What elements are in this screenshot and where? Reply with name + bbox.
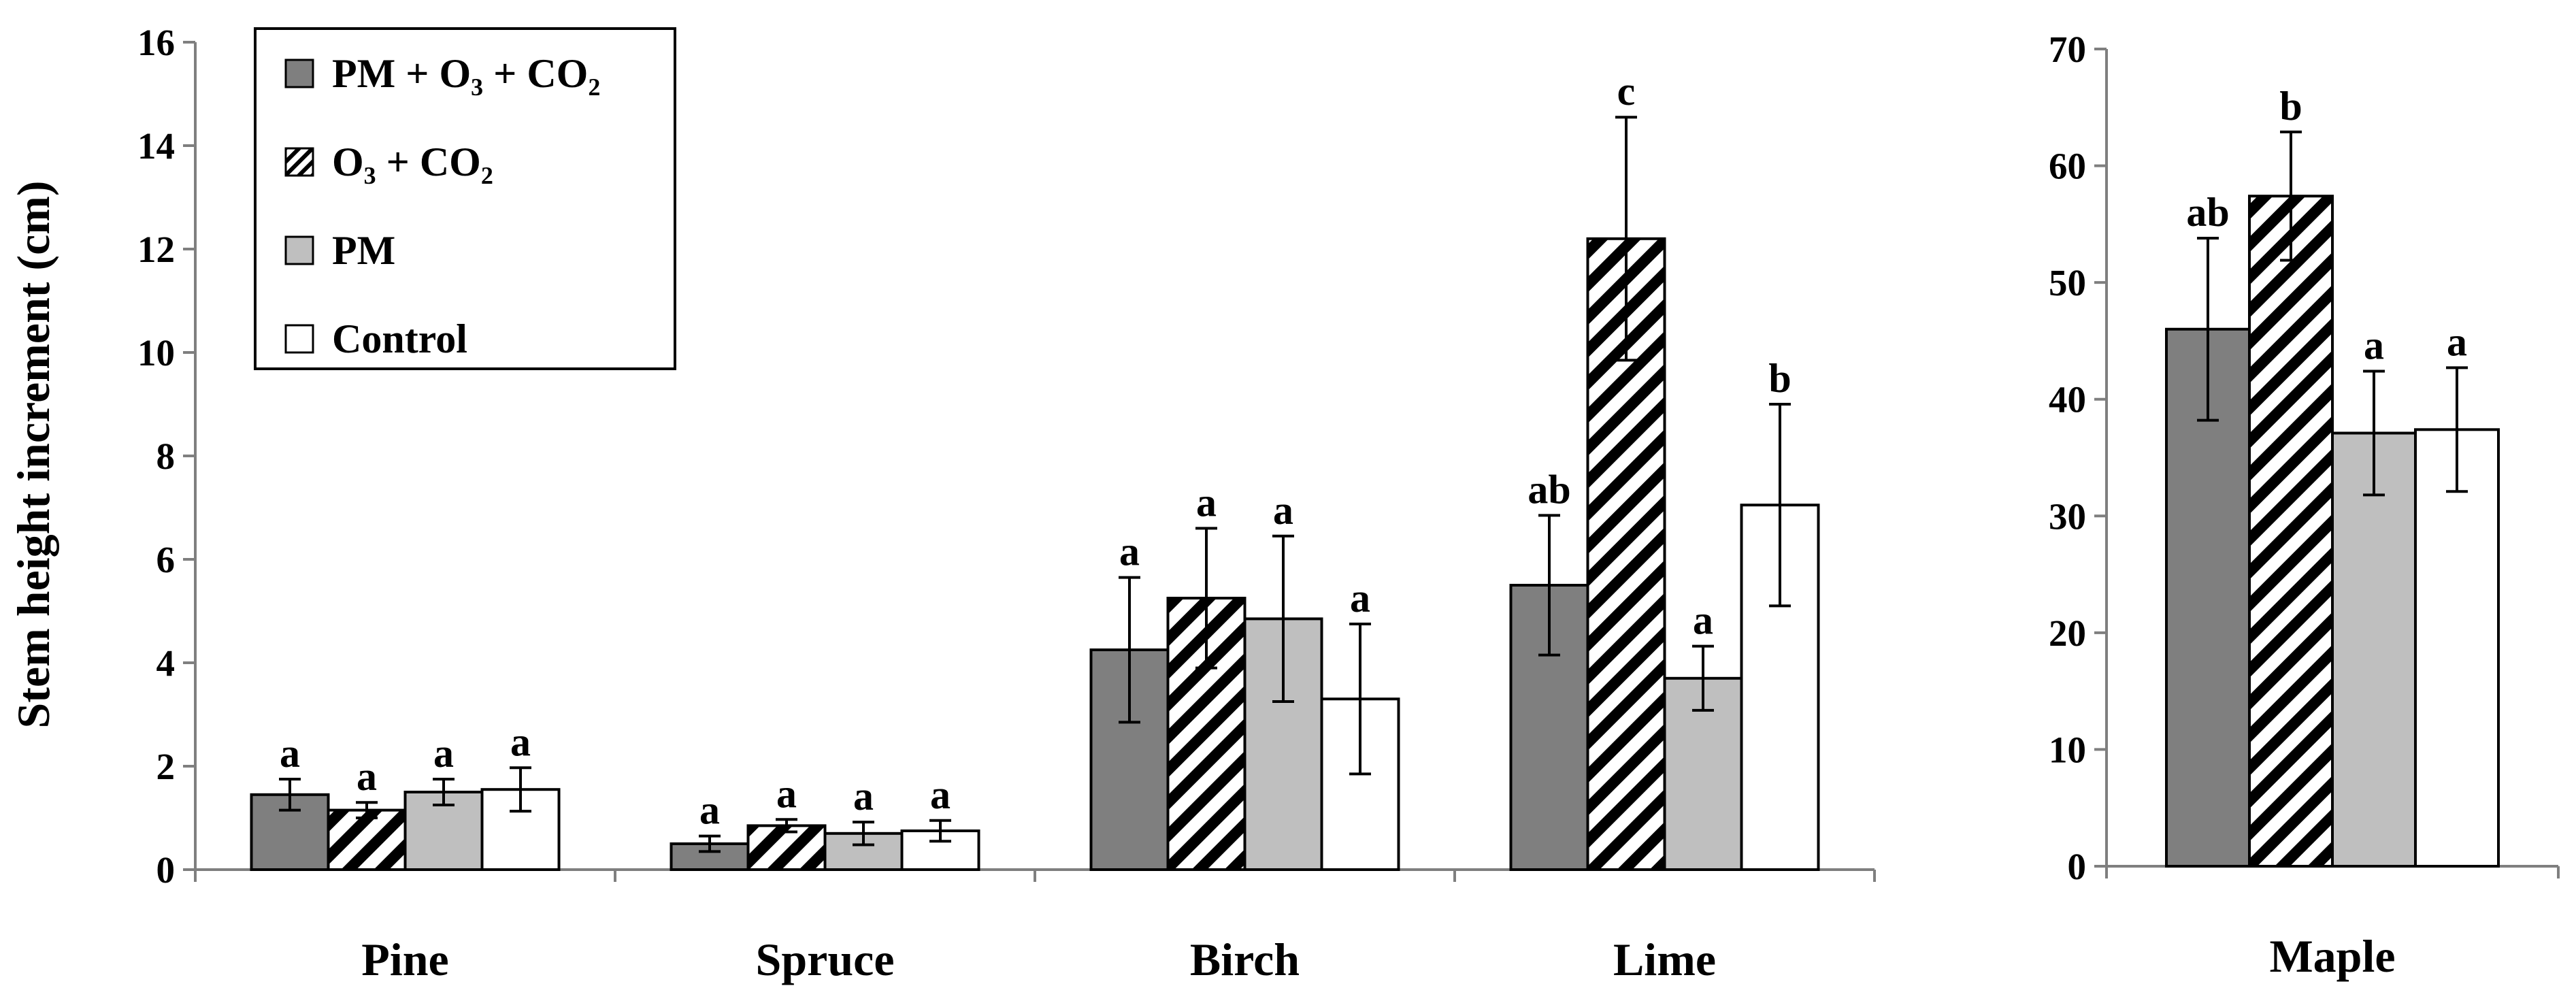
category-label: Maple	[2269, 930, 2395, 982]
y-tick-label: 2	[156, 746, 176, 787]
legend-label-control: Control	[332, 316, 467, 361]
significance-letter: a	[699, 788, 720, 833]
category-label: Lime	[1613, 934, 1716, 985]
y-tick-label: 40	[2049, 379, 2086, 421]
legend-swatch-pm-o3-co2	[284, 59, 314, 88]
bar	[2414, 428, 2500, 868]
y-tick-label: 10	[137, 332, 175, 374]
y-tick-label: 14	[137, 125, 175, 167]
bar	[2248, 195, 2334, 868]
significance-letter: a	[433, 731, 454, 776]
legend-label-pm: PM	[332, 228, 395, 273]
y-tick-label: 16	[137, 22, 175, 63]
legend-frame	[254, 27, 676, 370]
significance-letter: a	[1350, 576, 1370, 621]
y-tick-label: 8	[156, 435, 176, 477]
significance-letter: a	[1119, 529, 1140, 574]
significance-letter: a	[853, 774, 874, 819]
significance-letter: ab	[1528, 467, 1570, 512]
legend: PM + O₃ + CO₂ O₃ + CO₂ PM Control	[254, 27, 676, 370]
category-label: Spruce	[756, 934, 895, 985]
significance-letter: a	[776, 771, 797, 816]
y-tick-label: 50	[2049, 262, 2086, 303]
legend-swatch-control	[284, 324, 314, 354]
y-tick-label: 0	[2068, 846, 2087, 887]
significance-letter: ab	[2186, 190, 2229, 235]
y-tick-label: 0	[156, 849, 176, 891]
significance-letter: a	[930, 772, 951, 817]
category-label: Birch	[1190, 934, 1300, 985]
y-tick-label: 60	[2049, 146, 2086, 187]
legend-swatch-pm	[284, 235, 314, 265]
bar	[327, 808, 407, 871]
bar	[2331, 431, 2417, 868]
y-tick-label: 70	[2049, 29, 2086, 70]
significance-letter: b	[2279, 84, 2302, 129]
y-tick-label: 12	[137, 229, 175, 270]
significance-letter: a	[2364, 323, 2384, 368]
y-tick-label: 6	[156, 539, 176, 580]
legend-label-o3-co2: O₃ + CO₂	[332, 139, 493, 184]
y-tick-label: 10	[2049, 729, 2086, 770]
significance-letter: a	[510, 719, 531, 764]
significance-letter: a	[1273, 488, 1293, 533]
maple-plot: 0 10 20 30 40 50 60 70 ab b a a Maple	[2049, 29, 2560, 982]
significance-letter: a	[280, 731, 300, 776]
y-axis-title: Stem height increment (cm)	[7, 180, 59, 728]
significance-letter: a	[357, 754, 377, 799]
significance-letter: a	[1693, 598, 1713, 643]
significance-letter: b	[1768, 356, 1791, 401]
significance-letter: c	[1617, 69, 1636, 114]
y-tick-label: 4	[156, 642, 176, 684]
category-label: Pine	[361, 934, 448, 985]
significance-letter: a	[2447, 319, 2467, 364]
y-tick-label: 20	[2049, 612, 2086, 654]
legend-swatch-o3-co2	[284, 147, 314, 177]
y-tick-label: 30	[2049, 495, 2086, 537]
main-plot: 0 2 4 6 8 10 12 14 16 a a a a Pine a a a a Spruce a a a a Birch…	[137, 22, 1876, 985]
significance-letter: a	[1196, 480, 1217, 525]
legend-label-pm-o3-co2: PM + O₃ + CO₂	[332, 51, 600, 96]
